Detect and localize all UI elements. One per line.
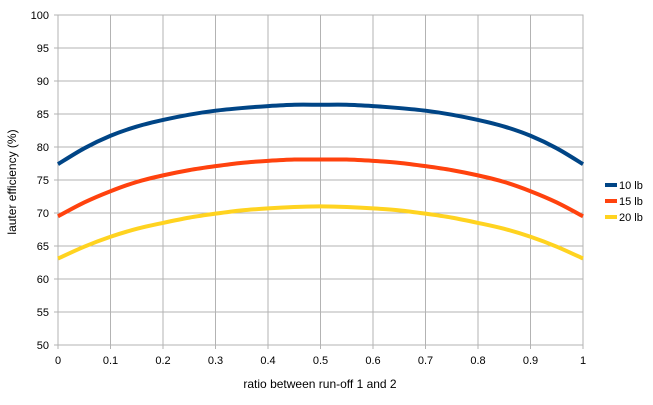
tick-label-layer: 50 55 60 65 70 75 80 85 90 95 100 0 0.1 0.2 0.3 0.4 0.5 0… — [31, 10, 586, 367]
x-tick-label: 0.5 — [313, 355, 328, 367]
series-line-20-lb — [57, 204, 584, 261]
x-tick-label: 0.2 — [155, 355, 170, 367]
series-line-15-lb — [57, 157, 584, 219]
y-tick-label: 100 — [31, 10, 49, 22]
y-axis-title: lauter efficiency (%) — [5, 129, 19, 234]
y-tick-label: 55 — [37, 307, 49, 319]
y-tick-label: 95 — [37, 43, 49, 55]
y-tick-label: 90 — [37, 76, 49, 88]
plot-frame — [57, 14, 584, 346]
x-tick-label: 0.9 — [523, 355, 538, 367]
x-tick-label: 0.1 — [103, 355, 118, 367]
y-tick-label: 75 — [37, 175, 49, 187]
x-tick-label: 0 — [55, 355, 61, 367]
x-tick-label: 0.3 — [208, 355, 223, 367]
series-line-10-lb — [56, 102, 585, 166]
axis-layer — [57, 14, 584, 346]
x-tick-label: 0.7 — [418, 355, 433, 367]
x-axis-title: ratio between run-off 1 and 2 — [243, 377, 397, 391]
series-layer — [56, 102, 585, 261]
x-tick-label: 0.4 — [260, 355, 275, 367]
x-tick-label: 0.6 — [365, 355, 380, 367]
y-tick-label: 85 — [37, 109, 49, 121]
x-tick-label: 0.8 — [470, 355, 485, 367]
legend-label-20-lb: 20 lb — [619, 212, 643, 224]
y-tick-label: 60 — [37, 274, 49, 286]
legend-label-15-lb: 15 lb — [619, 196, 643, 208]
x-tick-label: 1 — [580, 355, 586, 367]
y-tick-label: 65 — [37, 241, 49, 253]
legend: 10 lb 15 lb 20 lb — [605, 180, 643, 224]
y-tick-label: 70 — [37, 208, 49, 220]
y-tick-label: 80 — [37, 142, 49, 154]
y-tick-label: 50 — [37, 340, 49, 352]
legend-label-10-lb: 10 lb — [619, 180, 643, 192]
